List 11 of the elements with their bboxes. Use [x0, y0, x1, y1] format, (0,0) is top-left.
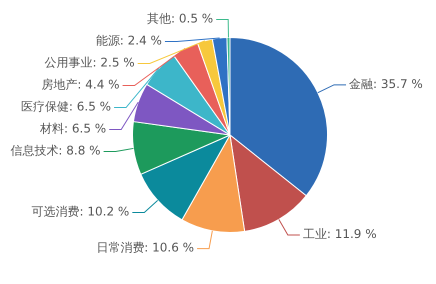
slice-label: 材料: 6.5 %: [39, 122, 106, 136]
slice-label: 金融: 35.7 %: [349, 76, 423, 91]
slice-label: 其他: 0.5 %: [147, 12, 214, 26]
slice-label: 信息技术: 8.8 %: [10, 144, 101, 158]
slice-label: 日常消费: 10.6 %: [96, 240, 194, 255]
slice-label: 工业: 11.9 %: [302, 227, 377, 242]
slice-label: 公用事业: 2.5 %: [44, 56, 135, 70]
slice-label: 医疗保健: 6.5 %: [20, 100, 112, 114]
slice-label: 房地产: 4.4 %: [41, 78, 120, 92]
slice-label: 可选消费: 10.2 %: [32, 204, 130, 219]
slice-label: 能源: 2.4 %: [96, 34, 162, 48]
